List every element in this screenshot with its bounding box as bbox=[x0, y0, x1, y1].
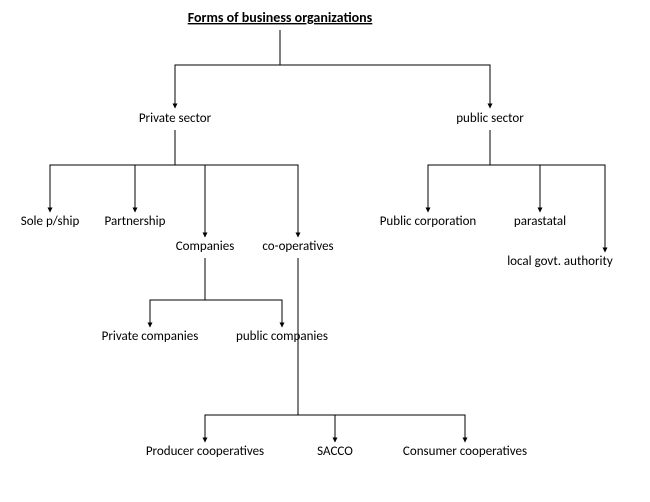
edge bbox=[175, 130, 298, 237]
node-parastatal: parastatal bbox=[514, 214, 566, 229]
node-sacco: SACCO bbox=[317, 444, 353, 459]
node-private: Private sector bbox=[139, 111, 212, 126]
node-pubcomp: public companies bbox=[236, 329, 328, 344]
edge bbox=[175, 130, 205, 237]
node-consumer: Consumer cooperatives bbox=[403, 444, 527, 459]
node-companies: Companies bbox=[176, 239, 235, 254]
edge bbox=[490, 130, 540, 212]
edge bbox=[298, 258, 335, 442]
edges bbox=[50, 30, 605, 442]
node-sole: Sole p/ship bbox=[21, 214, 80, 229]
org-tree-diagram: Forms of business organizations Private s… bbox=[0, 0, 650, 502]
node-public: public sector bbox=[456, 111, 524, 126]
edge bbox=[50, 130, 175, 212]
node-privcomp: Private companies bbox=[102, 329, 199, 344]
node-cooperatives: co-operatives bbox=[262, 239, 333, 254]
node-root: Forms of business organizations bbox=[188, 9, 373, 26]
edge bbox=[428, 130, 490, 212]
edge bbox=[205, 258, 282, 327]
edge bbox=[135, 130, 175, 212]
node-pubcorp: Public corporation bbox=[380, 214, 477, 229]
node-localgovt: local govt. authority bbox=[507, 254, 613, 269]
node-partnership: Partnership bbox=[105, 214, 166, 229]
edge bbox=[298, 258, 465, 442]
edge bbox=[490, 130, 605, 252]
node-producer: Producer cooperatives bbox=[146, 444, 264, 459]
edge bbox=[280, 30, 490, 108]
edge bbox=[175, 30, 280, 108]
edge bbox=[205, 258, 298, 442]
edge bbox=[150, 258, 205, 327]
nodes: Forms of business organizations Private s… bbox=[21, 9, 613, 459]
